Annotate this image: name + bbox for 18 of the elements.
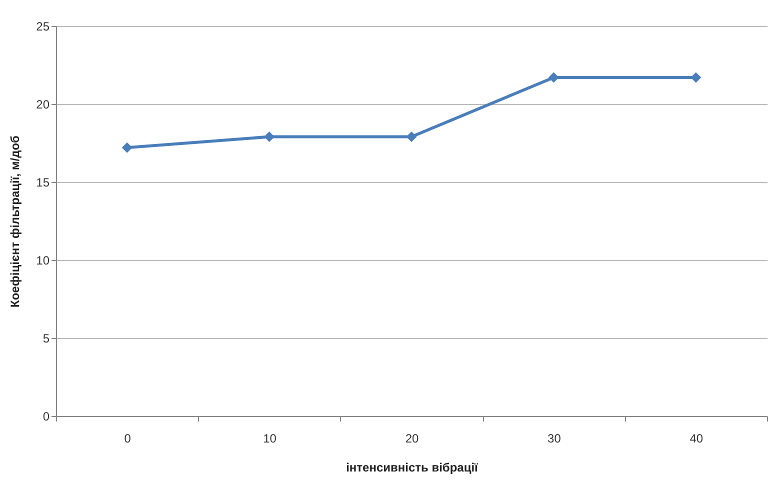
- y-tick-label: 10: [36, 254, 50, 268]
- point: [690, 72, 702, 83]
- point: [406, 132, 417, 142]
- x-axis-title: інтенсивність вібрації: [346, 460, 479, 474]
- y-tick-label: 20: [36, 98, 50, 112]
- y-tick-label: 15: [36, 176, 50, 190]
- x-tick-label: 30: [548, 432, 562, 446]
- x-tick-label: 10: [263, 432, 277, 446]
- point: [548, 72, 559, 83]
- point: [122, 142, 132, 153]
- x-tick-label: 0: [124, 432, 132, 446]
- point: [264, 132, 275, 142]
- y-axis-title: Коефіцієнт фільтрації, м/доб: [8, 136, 22, 308]
- y-tick-label: 25: [36, 20, 50, 34]
- y-tick-label: 5: [42, 332, 50, 346]
- x-tick-label: 40: [690, 432, 704, 446]
- y-tick-label: 0: [42, 410, 50, 424]
- x-tick-label: 20: [405, 432, 419, 446]
